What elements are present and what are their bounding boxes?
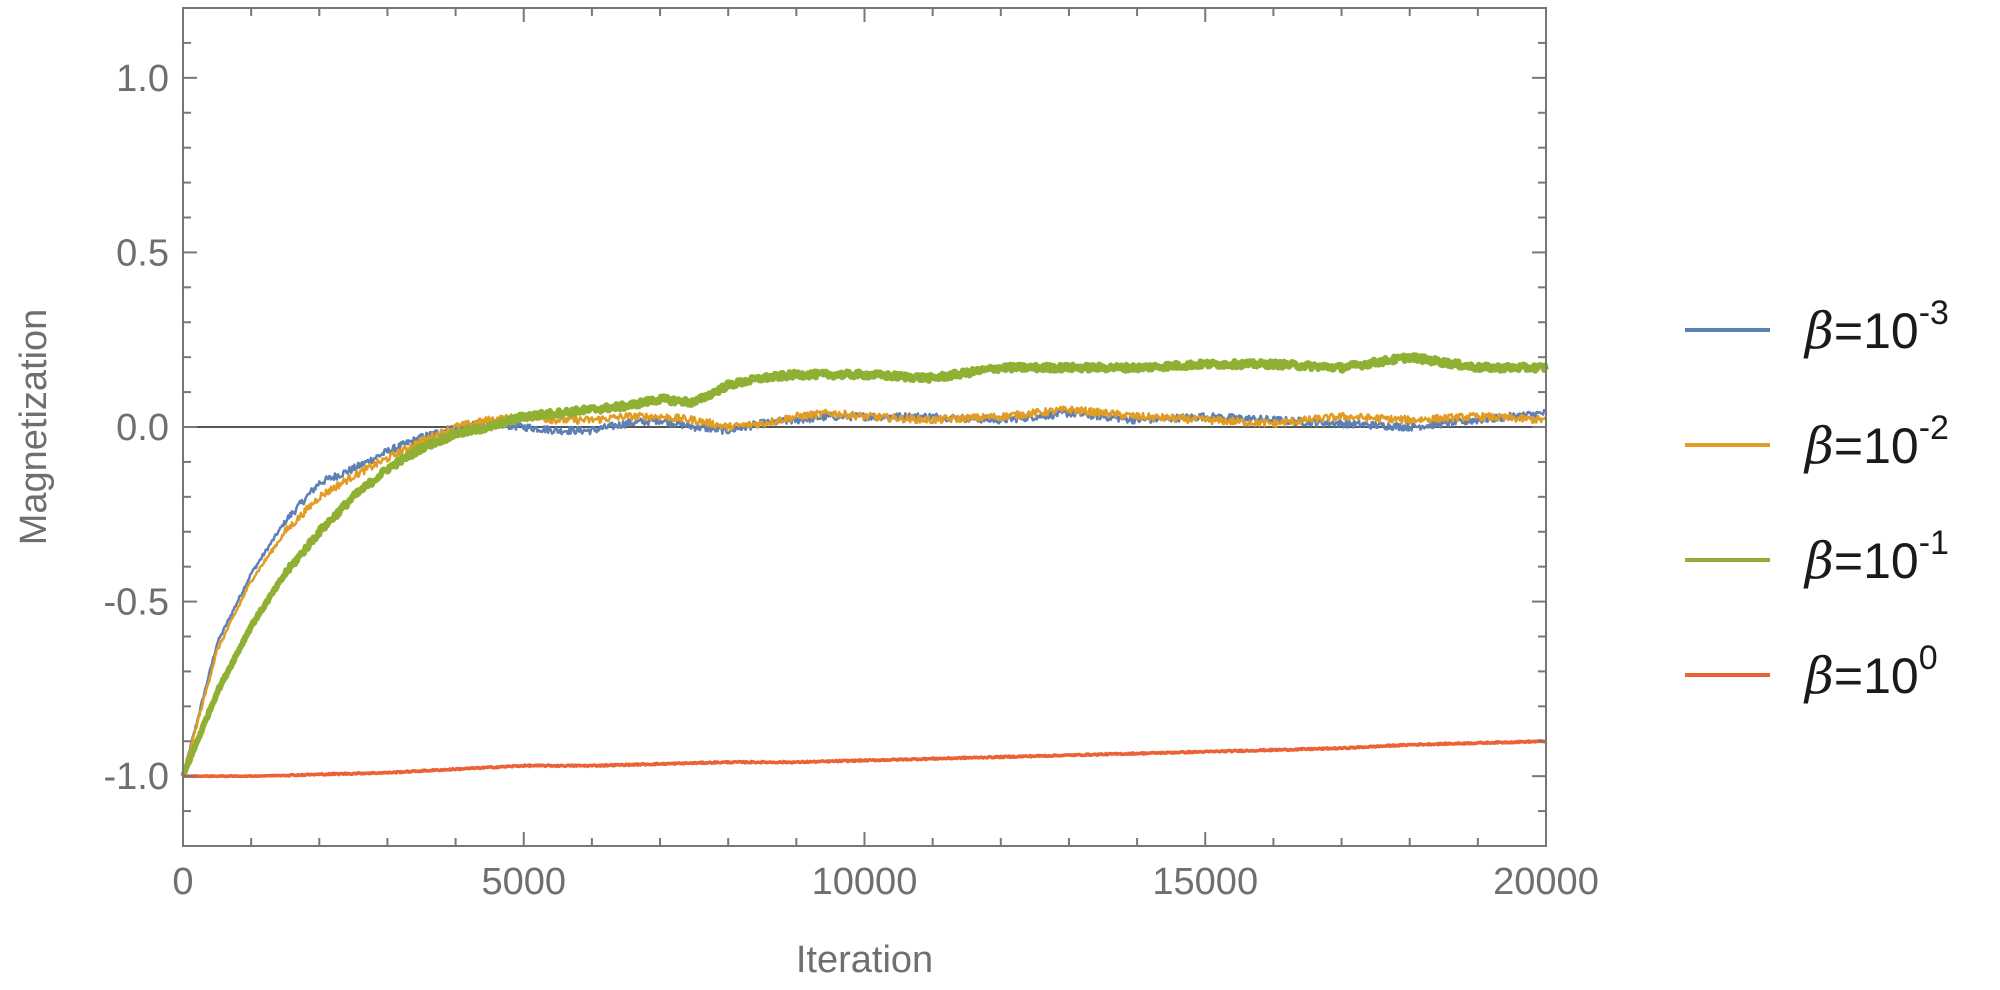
axis-ticks xyxy=(182,7,1547,847)
series-line xyxy=(181,408,1547,777)
x-tick-label: 5000 xyxy=(481,861,566,903)
legend: β=10-3 β=10-2 β=10-1 β=100 xyxy=(1685,294,1949,705)
y-tick-label: 1.0 xyxy=(116,58,169,100)
y-tick-label: -1.0 xyxy=(104,756,169,798)
series-line xyxy=(182,739,1547,779)
series-line xyxy=(180,352,1549,778)
series-lines xyxy=(180,352,1549,779)
legend-label: β=10-3 xyxy=(1803,294,1949,360)
legend-label: β=10-2 xyxy=(1803,409,1949,475)
x-tick-label: 10000 xyxy=(812,861,918,903)
x-tick-label: 20000 xyxy=(1493,861,1599,903)
y-axis-title: Magnetization xyxy=(13,309,55,546)
x-tick-label: 0 xyxy=(172,861,193,903)
y-tick-label: 0.0 xyxy=(116,407,169,449)
legend-label: β=10-1 xyxy=(1803,524,1949,590)
x-axis-title: Iteration xyxy=(796,939,933,981)
legend-label: β=100 xyxy=(1803,639,1938,705)
tick-labels: 0 5000 10000 15000 20000 -1.0 -0.5 0.0 0.5 1.0 xyxy=(104,58,1599,903)
y-tick-label: -0.5 xyxy=(104,582,169,624)
series-line xyxy=(181,405,1548,777)
y-tick-label: 0.5 xyxy=(116,232,169,274)
x-tick-label: 15000 xyxy=(1152,861,1258,903)
